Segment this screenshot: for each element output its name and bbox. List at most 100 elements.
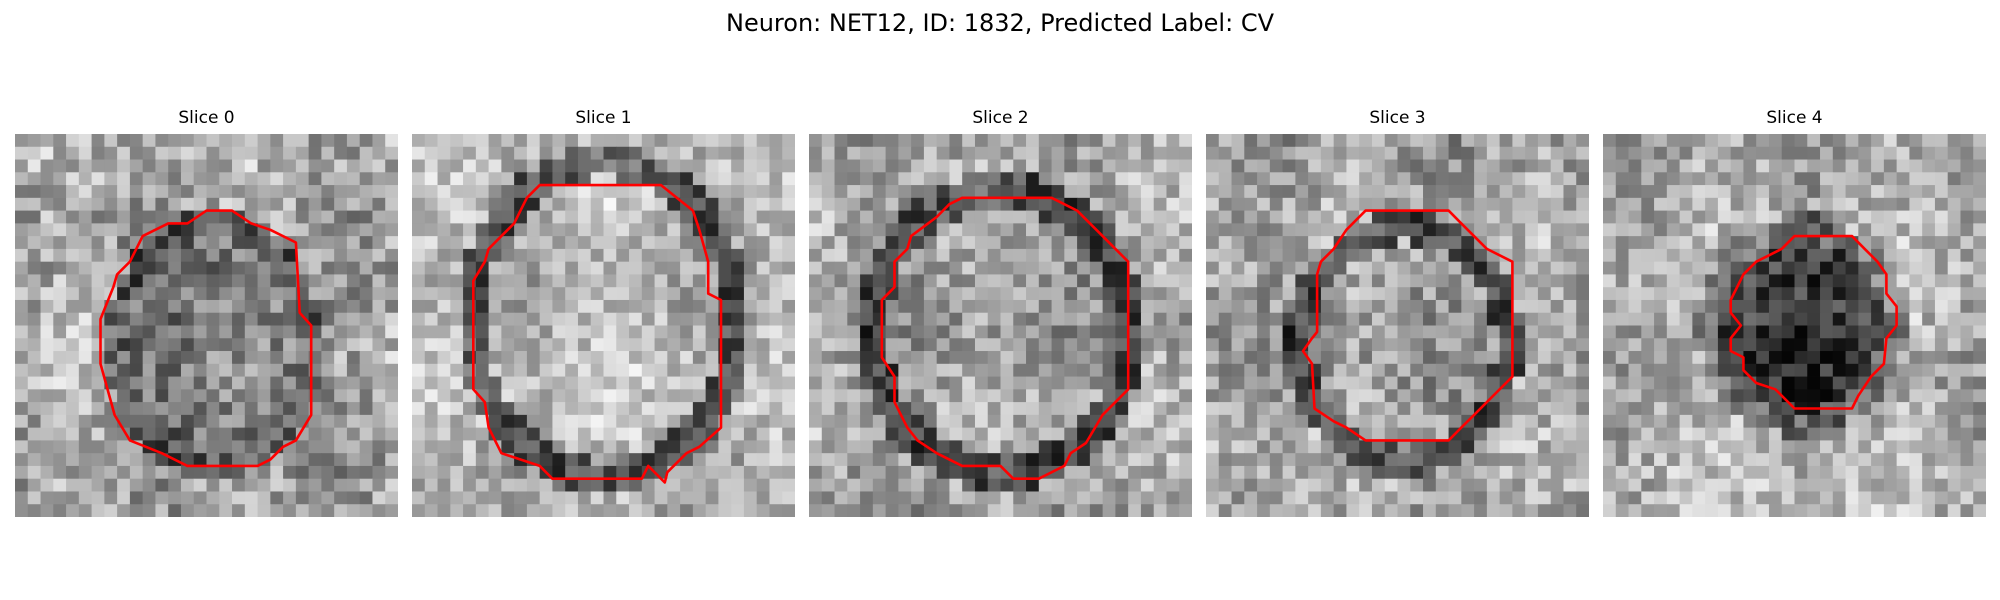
pixel-cell: [15, 453, 29, 467]
pixel-cell: [526, 325, 541, 339]
pixel-cell: [1486, 248, 1501, 263]
pixel-cell: [193, 491, 207, 505]
pixel-cell: [295, 440, 310, 454]
pixel-cell: [1563, 146, 1577, 160]
pixel-cell: [501, 185, 515, 199]
pixel-cell: [1679, 338, 1693, 352]
pixel-cell: [257, 325, 271, 339]
pixel-cell: [1244, 197, 1258, 211]
pixel-cell: [1845, 159, 1859, 173]
pixel-cell: [1832, 197, 1846, 211]
pixel-cell: [1089, 504, 1104, 517]
pixel-cell: [53, 134, 67, 148]
pixel-cell: [501, 414, 515, 429]
pixel-cell: [987, 287, 1001, 301]
pixel-cell: [359, 172, 373, 186]
pixel-cell: [962, 478, 976, 492]
pixel-cell: [412, 197, 426, 211]
pixel-cell: [1384, 427, 1398, 441]
pixel-cell: [731, 248, 745, 263]
pixel-cell: [590, 351, 604, 365]
pixel-cell: [1730, 465, 1744, 480]
pixel-cell: [860, 389, 874, 403]
pixel-cell: [1807, 159, 1821, 173]
pixel-cell: [1397, 312, 1411, 326]
pixel-cell: [514, 312, 528, 326]
pixel-cell: [232, 312, 246, 326]
pixel-cell: [424, 338, 438, 352]
pixel-cell: [1448, 325, 1462, 339]
pixel-cell: [437, 338, 451, 352]
pixel-cell: [1218, 491, 1232, 505]
pixel-cell: [129, 146, 144, 160]
pixel-cell: [860, 414, 874, 429]
pixel-cell: [244, 414, 258, 429]
pixel-cell: [962, 236, 976, 250]
pixel-cell: [898, 453, 912, 467]
pixel-cell: [1794, 465, 1808, 480]
pixel-cell: [1871, 299, 1885, 314]
pixel-cell: [27, 146, 41, 160]
pixel-cell: [1333, 325, 1347, 339]
pixel-cell: [962, 274, 976, 288]
pixel-cell: [308, 299, 322, 314]
pixel-cell: [1832, 440, 1846, 454]
pixel-cell: [1679, 504, 1693, 517]
pixel-cell: [949, 185, 963, 199]
pixel-cell: [53, 478, 67, 492]
pixel-cell: [552, 248, 566, 263]
pixel-cell: [334, 210, 348, 224]
pixel-cell: [1140, 389, 1155, 403]
pixel-cell: [1960, 491, 1974, 505]
pixel-cell: [334, 414, 348, 429]
slice-image: [809, 134, 1192, 517]
pixel-cell: [1883, 402, 1898, 416]
pixel-cell: [1781, 274, 1795, 288]
slice-title: Slice 3: [1369, 108, 1426, 128]
pixel-cell: [565, 351, 579, 365]
pixel-cell: [232, 389, 246, 403]
pixel-cell: [923, 159, 938, 173]
pixel-cell: [590, 134, 604, 148]
pixel-cell: [244, 465, 258, 480]
pixel-cell: [885, 491, 899, 505]
pixel-cell: [1320, 172, 1335, 186]
pixel-cell: [1820, 351, 1834, 365]
pixel-cell: [1717, 299, 1732, 314]
pixel-cell: [219, 440, 233, 454]
pixel-cell: [193, 159, 207, 173]
pixel-cell: [1423, 376, 1437, 390]
pixel-cell: [936, 414, 950, 429]
pixel-cell: [1474, 478, 1488, 492]
pixel-cell: [1000, 363, 1014, 377]
pixel-cell: [629, 159, 643, 173]
pixel-cell: [782, 210, 795, 224]
pixel-cell: [308, 134, 322, 148]
pixel-cell: [1435, 287, 1449, 301]
pixel-cell: [552, 274, 566, 288]
pixel-cell: [1768, 287, 1783, 301]
pixel-cell: [616, 491, 630, 505]
pixel-cell: [1257, 197, 1271, 211]
pixel-cell: [949, 134, 963, 148]
pixel-cell: [437, 491, 451, 505]
pixel-cell: [424, 159, 438, 173]
pixel-cell: [987, 465, 1001, 480]
pixel-cell: [1166, 248, 1180, 263]
pixel-cell: [1896, 248, 1910, 263]
pixel-cell: [244, 338, 258, 352]
pixel-cell: [629, 287, 643, 301]
pixel-cell: [705, 402, 719, 416]
pixel-cell: [424, 504, 438, 517]
pixel-cell: [1537, 172, 1552, 186]
pixel-cell: [1231, 465, 1245, 480]
pixel-cell: [1166, 312, 1180, 326]
pixel-cell: [1282, 287, 1296, 301]
pixel-cell: [321, 402, 335, 416]
pixel-cell: [1038, 299, 1052, 314]
pixel-cell: [782, 363, 795, 377]
pixel-cell: [1615, 453, 1629, 467]
pixel-cell: [346, 287, 361, 301]
pixel-cell: [359, 376, 373, 390]
pixel-cell: [1359, 363, 1373, 377]
